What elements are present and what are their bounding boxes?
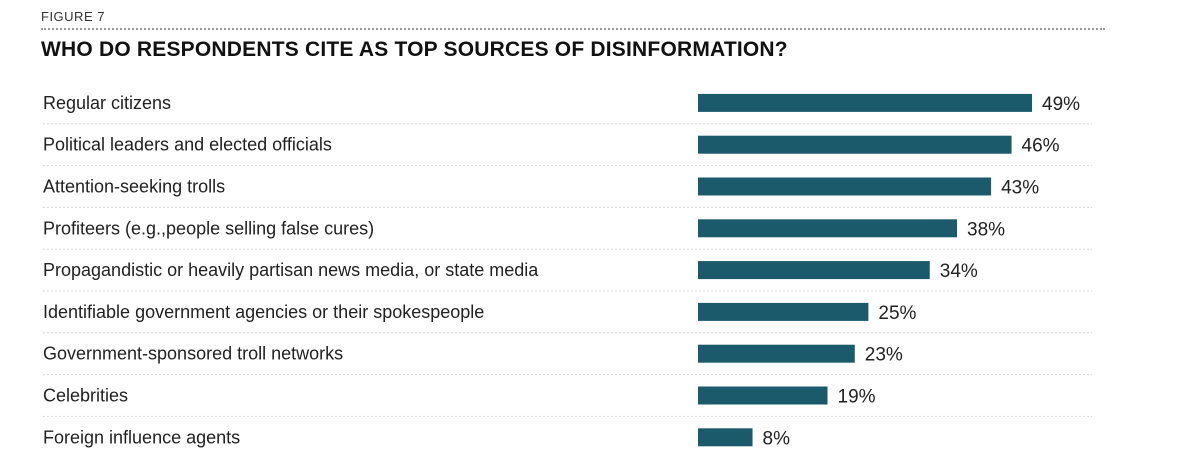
value-label: 38% [967,219,1005,240]
category-label: Political leaders and elected officials [43,135,332,155]
bar [698,219,958,238]
bar [698,135,1012,154]
bar [698,428,753,447]
chart-title: WHO DO RESPONDENTS CITE AS TOP SOURCES O… [41,38,788,61]
value-label: 46% [1022,136,1060,157]
value-label: 19% [838,387,876,408]
category-label: Celebrities [43,386,128,406]
value-label: 49% [1042,94,1080,115]
figure-label: FIGURE 7 [41,9,105,24]
dotted-divider [41,28,1105,30]
value-label: 23% [865,345,903,366]
bar [698,261,930,280]
value-label: 34% [940,261,978,282]
category-label: Foreign influence agents [43,427,240,447]
value-label: 43% [1001,178,1039,199]
category-label: Propagandistic or heavily partisan news … [43,260,539,280]
bar [698,177,992,196]
bar [698,344,855,363]
category-label: Government-sponsored troll networks [43,344,343,364]
bar [698,302,869,321]
bar [698,386,828,405]
value-label: 25% [878,303,916,324]
category-label: Regular citizens [43,93,171,113]
bar [698,93,1032,112]
value-label: 8% [763,428,791,449]
category-label: Identifiable government agencies or thei… [43,302,484,322]
category-label: Attention-seeking trolls [43,177,225,197]
category-label: Profiteers (e.g.,people selling false cu… [43,218,374,238]
